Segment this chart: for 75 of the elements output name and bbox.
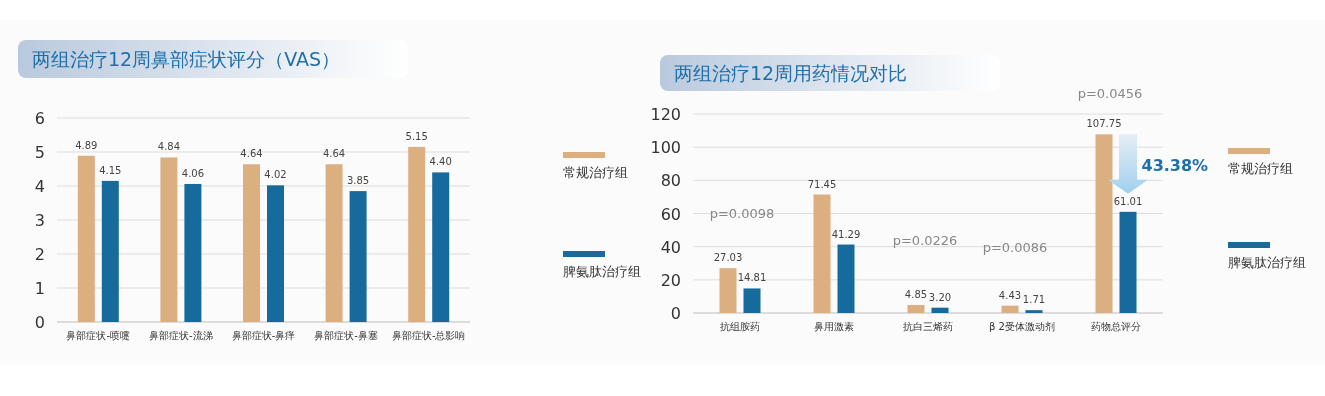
data-label: 14.81 (737, 272, 767, 284)
data-label: 4.89 (75, 139, 98, 151)
data-label: 3.20 (928, 291, 952, 303)
data-label: 27.03 (713, 252, 743, 264)
data-label: 4.40 (429, 156, 452, 168)
y-tick-label: 80 (660, 171, 681, 191)
text: p=0.0456 (1077, 86, 1143, 101)
legend-label: 常规治疗组 (563, 165, 628, 180)
chart-title: 两组治疗12周鼻部症状评分（VAS） (32, 48, 341, 70)
x-tick-label: 鼻部症状-喷嚏 (66, 330, 131, 341)
y-tick-label: 120 (650, 105, 681, 124)
bar (243, 164, 260, 322)
data-label: 107.75 (1086, 118, 1122, 130)
bar (1001, 305, 1019, 313)
y-tick-label: 0 (670, 304, 681, 323)
data-label: 4.84 (157, 141, 181, 153)
bar (408, 146, 426, 322)
annotation: p=0.0098 (709, 206, 775, 221)
x-tick-label: 鼻部症状-总影响 (391, 330, 466, 341)
y-tick-label: 2 (34, 245, 45, 264)
data-label: 61.01 (1113, 195, 1143, 207)
data-label: 1.71 (1022, 294, 1046, 306)
y-tick-label: 3 (34, 211, 45, 230)
bar (160, 157, 178, 322)
x-tick-label: 鼻部症状-鼻痒 (231, 330, 296, 341)
data-label: 71.45 (807, 178, 837, 190)
data-label: 4.64 (322, 148, 346, 160)
x-tick-label: 抗白三烯药 (903, 321, 953, 332)
data-label: 4.43 (998, 289, 1022, 301)
annotation: 43.38% (1141, 155, 1209, 175)
bar (184, 183, 202, 322)
data-label: 4.64 (240, 148, 263, 160)
y-tick-label: 5 (34, 143, 45, 162)
chart-title: 两组治疗12周用药情况对比 (674, 62, 908, 84)
bar (1095, 134, 1113, 313)
y-tick-label: 40 (660, 237, 681, 257)
data-label: 4.85 (904, 288, 928, 300)
bar (267, 185, 284, 322)
bar (1025, 310, 1043, 313)
y-tick-label: 20 (660, 270, 681, 290)
bar (931, 307, 949, 313)
legend-label: 常规治疗组 (1228, 161, 1293, 176)
y-tick-label: 1 (34, 279, 45, 298)
bar (907, 304, 925, 313)
annotation: p=0.0226 (892, 233, 958, 248)
data-label: 4.06 (181, 167, 205, 179)
y-tick-label: 6 (34, 109, 45, 128)
x-tick-label: 鼻部症状-鼻塞 (314, 330, 378, 341)
data-label: 41.29 (831, 228, 861, 240)
y-tick-label: 100 (650, 138, 681, 158)
x-tick-label: 药物总评分 (1091, 321, 1141, 332)
bar (432, 172, 450, 322)
y-tick-label: 0 (34, 313, 45, 332)
data-label: 5.15 (405, 130, 428, 142)
bar (325, 164, 343, 322)
legend-label: 脾氨肽治疗组 (563, 264, 641, 279)
x-tick-label: 鼻用激素 (814, 321, 854, 332)
data-label: 4.02 (264, 169, 287, 181)
bar (743, 288, 761, 313)
y-tick-label: 60 (660, 204, 681, 224)
y-tick-label: 4 (34, 177, 45, 196)
x-tick-label: β 2受体激动剂 (989, 321, 1055, 332)
x-tick-label: 鼻部症状-流涕 (149, 330, 213, 341)
bar (101, 180, 119, 322)
data-label: 4.15 (99, 164, 122, 176)
bar (77, 155, 95, 322)
bar (813, 194, 831, 313)
x-tick-label: 抗组胺药 (720, 321, 760, 332)
annotation: p=0.0086 (982, 240, 1048, 255)
bar (719, 268, 737, 313)
bar (1119, 211, 1137, 313)
bar (837, 244, 855, 313)
bar (349, 191, 367, 322)
legend-label: 脾氨肽治疗组 (1228, 255, 1306, 270)
data-label: 3.85 (346, 175, 370, 187)
